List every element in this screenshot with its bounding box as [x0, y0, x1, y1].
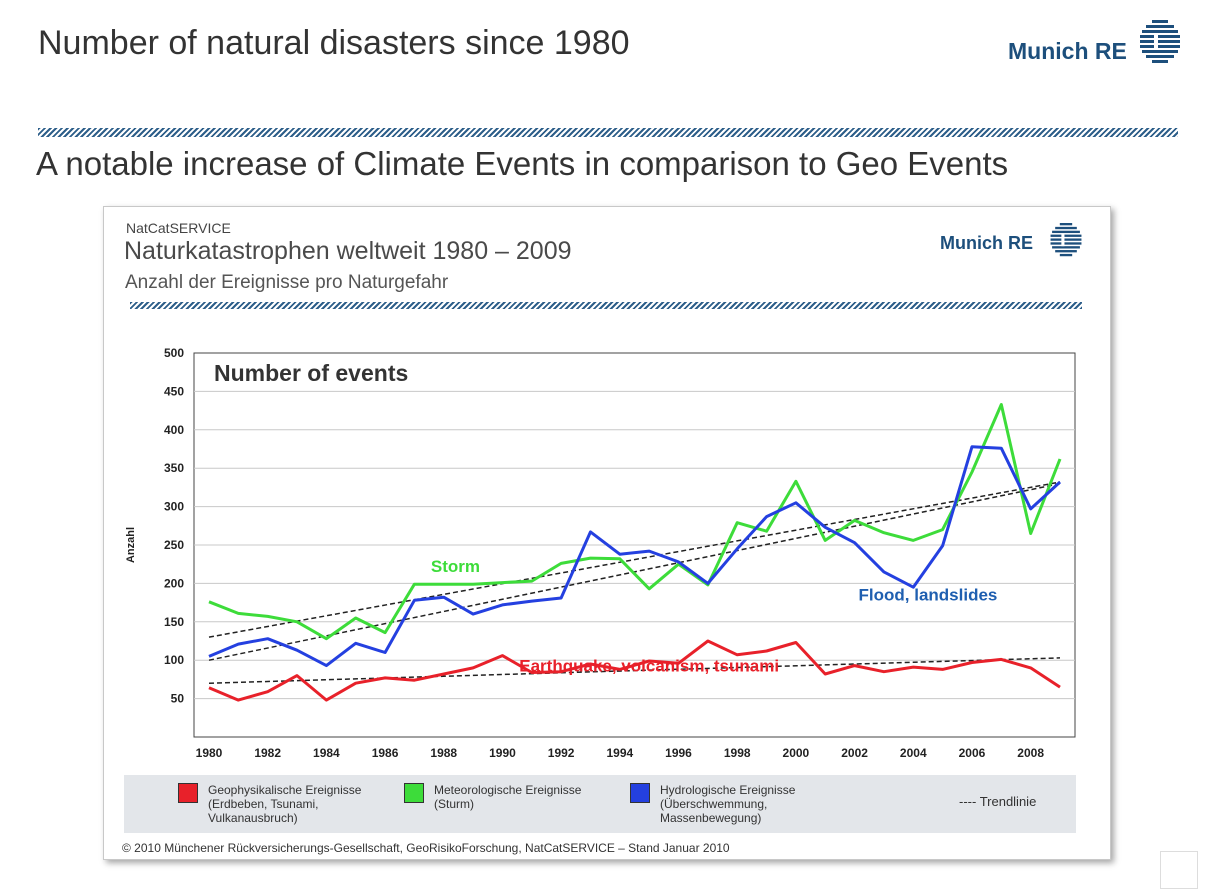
y-tick-label: 300: [164, 500, 184, 514]
y-tick-label: 500: [164, 346, 184, 360]
y-tick-label: 100: [164, 653, 184, 667]
series-line: [208, 445, 1062, 668]
x-tick-label: 2008: [1017, 746, 1044, 760]
y-tick-label: 350: [164, 461, 184, 475]
decorative-stripe: [38, 128, 1178, 137]
corner-box: [1160, 851, 1198, 889]
card-decorative-stripe: [130, 302, 1082, 309]
legend-item-meteorological: Meteorologische Ereignisse (Sturm): [434, 783, 634, 811]
card-source-label: NatCatSERVICE: [126, 220, 231, 236]
legend-swatch-geophysical: [178, 783, 198, 803]
y-axis-label: Anzahl: [125, 527, 137, 563]
line-chart: 50 100 150 200 250 300 350 400 450 500 1980 1982 198…: [125, 346, 1076, 760]
y-tick-label: 150: [164, 615, 184, 629]
y-tick-label: 400: [164, 423, 184, 437]
x-tick-label: 2000: [783, 746, 810, 760]
legend-label: Hydrologische Ereignisse: [660, 783, 796, 797]
chart-title: Number of events: [214, 360, 408, 386]
slide-subtitle: A notable increase of Climate Events in …: [36, 145, 1009, 182]
x-tick-label: 1982: [254, 746, 281, 760]
legend-detail: (Erdbeben, Tsunami, Vulkanausbruch): [208, 797, 319, 825]
x-tick-label: 1994: [606, 746, 633, 760]
series-annotation: Storm: [431, 557, 480, 576]
card-munich-re-logo-icon: [1050, 223, 1082, 257]
x-tick-label: 1986: [372, 746, 399, 760]
munich-re-logo-icon: [1140, 20, 1180, 63]
card-subtitle: Anzahl der Ereignisse pro Naturgefahr: [125, 272, 449, 293]
legend-swatch-meteorological: [404, 783, 424, 803]
x-tick-label: 2004: [900, 746, 927, 760]
munich-re-logo: Munich RE: [1008, 38, 1127, 64]
trendline: [208, 481, 1061, 638]
card-munich-re-logo: Munich RE: [940, 233, 1033, 253]
y-tick-label: 450: [164, 384, 184, 398]
y-tick-label: 50: [171, 692, 185, 706]
legend-detail: (Überschwemmung, Massenbewegung): [660, 797, 768, 825]
chart-legend: Geophysikalische Ereignisse (Erdbeben, T…: [124, 775, 1076, 833]
series-annotation: Earthquake, volcanism, tsunami: [519, 657, 779, 676]
card-title: Naturkatastrophen weltweit 1980 – 2009: [124, 237, 572, 265]
x-tick-label: 1990: [489, 746, 516, 760]
legend-item-hydrological: Hydrologische Ereignisse (Überschwemmung…: [660, 783, 860, 825]
legend-item-geophysical: Geophysikalische Ereignisse (Erdbeben, T…: [208, 783, 408, 825]
x-tick-label: 2006: [959, 746, 986, 760]
x-tick-label: 1984: [313, 746, 340, 760]
series-line: [208, 403, 1062, 641]
x-tick-label: 1996: [665, 746, 692, 760]
trendline: [208, 657, 1061, 684]
series-annotation: Flood, landslides: [859, 585, 998, 604]
legend-label: Geophysikalische Ereignisse: [208, 783, 362, 797]
series-line: [208, 639, 1061, 702]
x-tick-label: 1980: [196, 746, 223, 760]
y-tick-label: 200: [164, 576, 184, 590]
x-tick-label: 2002: [841, 746, 868, 760]
legend-label: Meteorologische Ereignisse: [434, 783, 582, 797]
chart-card: NatCatSERVICE Naturkatastrophen weltweit…: [103, 206, 1111, 860]
y-tick-label: 250: [164, 538, 184, 552]
legend-trendline: ---- Trendlinie: [959, 794, 1037, 809]
slide-title: Number of natural disasters since 1980: [38, 24, 630, 62]
x-tick-label: 1988: [430, 746, 457, 760]
legend-detail: (Sturm): [434, 797, 474, 811]
copyright-notice: © 2010 Münchener Rückversicherungs-Gesel…: [122, 841, 730, 855]
x-tick-label: 1998: [724, 746, 751, 760]
x-tick-label: 1992: [548, 746, 575, 760]
legend-swatch-hydrological: [630, 783, 650, 803]
